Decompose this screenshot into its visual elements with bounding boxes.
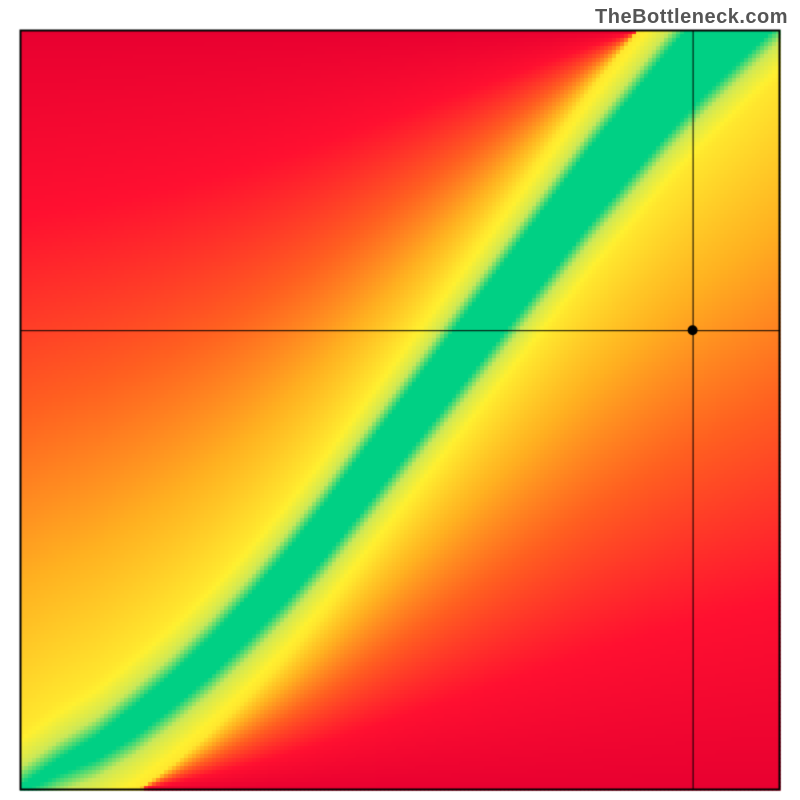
bottleneck-heatmap (0, 0, 800, 800)
chart-container: TheBottleneck.com (0, 0, 800, 800)
attribution-text: TheBottleneck.com (595, 6, 788, 29)
